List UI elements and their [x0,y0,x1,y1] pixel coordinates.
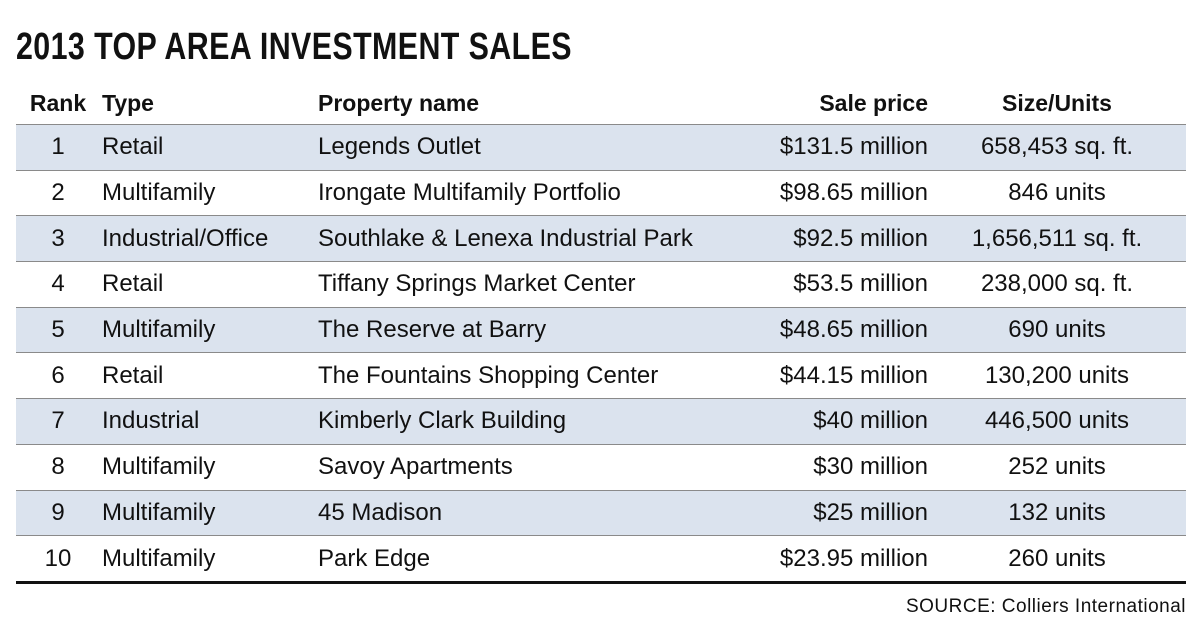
size-units-cell: 846 units [1008,179,1106,207]
table-row: 4 Retail Tiffany Springs Market Center $53.… [16,262,1186,308]
property-name-cell: The Fountains Shopping Center [318,361,659,389]
sale-price-cell: $92.5 million [793,224,928,252]
rank-cell: 5 [51,316,65,344]
column-header: Property name [318,89,480,116]
rank-cell: 1 [51,133,65,161]
type-cell: Industrial [102,407,200,435]
rank-cell: 7 [51,407,65,435]
type-cell: Multifamily [102,179,216,207]
size-units-cell: 1,656,511 sq. ft. [971,224,1143,252]
table-row: 6 Retail The Fountains Shopping Center $44.… [16,353,1186,400]
sale-price-cell: $25 million [813,498,928,526]
property-name-cell: Park Edge [318,544,431,572]
rank-cell: 8 [51,453,65,481]
table-row: 3 Industrial/Office Southlake & Lenexa Ind… [16,216,1186,263]
size-units-cell: 132 units [1008,498,1106,526]
size-units-cell: 658,453 sq. ft. [980,133,1134,161]
rank-cell: 6 [51,361,65,389]
size-units-cell: 130,200 units [984,361,1130,389]
table-row: 10 Multifamily Park Edge $23.95 million 260 … [16,536,1186,584]
size-units-cell: 446,500 units [984,407,1130,435]
size-units-cell: 238,000 sq. ft. [980,270,1134,298]
property-name-cell: Irongate Multifamily Portfolio [318,179,621,207]
type-cell: Multifamily [102,544,216,572]
table: Rank Type Property name Sale price Size/Unit… [16,82,1186,584]
property-name-cell: 45 Madison [318,498,443,526]
property-name-cell: Southlake & Lenexa Industrial Park [318,224,693,252]
rank-cell: 2 [51,179,65,207]
type-cell: Retail [102,133,164,161]
source-note: SOURCE: Colliers International [905,596,1186,617]
rank-cell: 4 [51,270,65,298]
size-units-cell: 252 units [1008,453,1106,481]
rank-cell: 3 [51,224,65,252]
type-cell: Retail [102,270,164,298]
sale-price-cell: $23.95 million [779,544,928,572]
sale-price-cell: $53.5 million [793,270,928,298]
rank-cell: 10 [44,544,72,572]
property-name-cell: Kimberly Clark Building [318,407,567,435]
property-name-cell: Savoy Apartments [318,453,513,481]
table-row: 5 Multifamily The Reserve at Barry $48.65 m… [16,307,1186,354]
type-cell: Industrial/Office [102,224,269,252]
type-cell: Retail [102,361,164,389]
header-row: Rank Type Property name Sale price Size/Unit… [16,82,1186,125]
sale-price-cell: $30 million [813,453,928,481]
table-row: 1 Retail Legends Outlet $131.5 million 658,4… [16,125,1186,171]
table-row: 2 Multifamily Irongate Multifamily Portfol… [16,171,1186,217]
column-header: Sale price [819,89,928,116]
table-row: 8 Multifamily Savoy Apartments $30 million 2… [16,445,1186,491]
type-cell: Multifamily [102,453,216,481]
rank-cell: 9 [51,498,65,526]
table-row: 7 Industrial Kimberly Clark Building $40 mi… [16,399,1186,445]
type-cell: Multifamily [102,316,216,344]
sale-price-cell: $44.15 million [779,361,928,389]
property-name-cell: The Reserve at Barry [318,316,547,344]
title: 2013 TOP AREA INVESTMENT SALES [16,26,572,68]
sale-price-cell: $131.5 million [779,133,928,161]
sale-price-cell: $98.65 million [779,179,928,207]
property-name-cell: Legends Outlet [318,133,481,161]
table-row: 9 Multifamily 45 Madison $25 million 132 uni… [16,490,1186,537]
type-cell: Multifamily [102,498,216,526]
column-header: Size/Units [1002,89,1112,116]
size-units-cell: 260 units [1008,544,1106,572]
size-units-cell: 690 units [1008,316,1106,344]
property-name-cell: Tiffany Springs Market Center [318,270,636,298]
sale-price-cell: $48.65 million [779,316,928,344]
column-header: Type [102,89,154,116]
column-header: Rank [29,89,87,116]
sale-price-cell: $40 million [813,407,928,435]
